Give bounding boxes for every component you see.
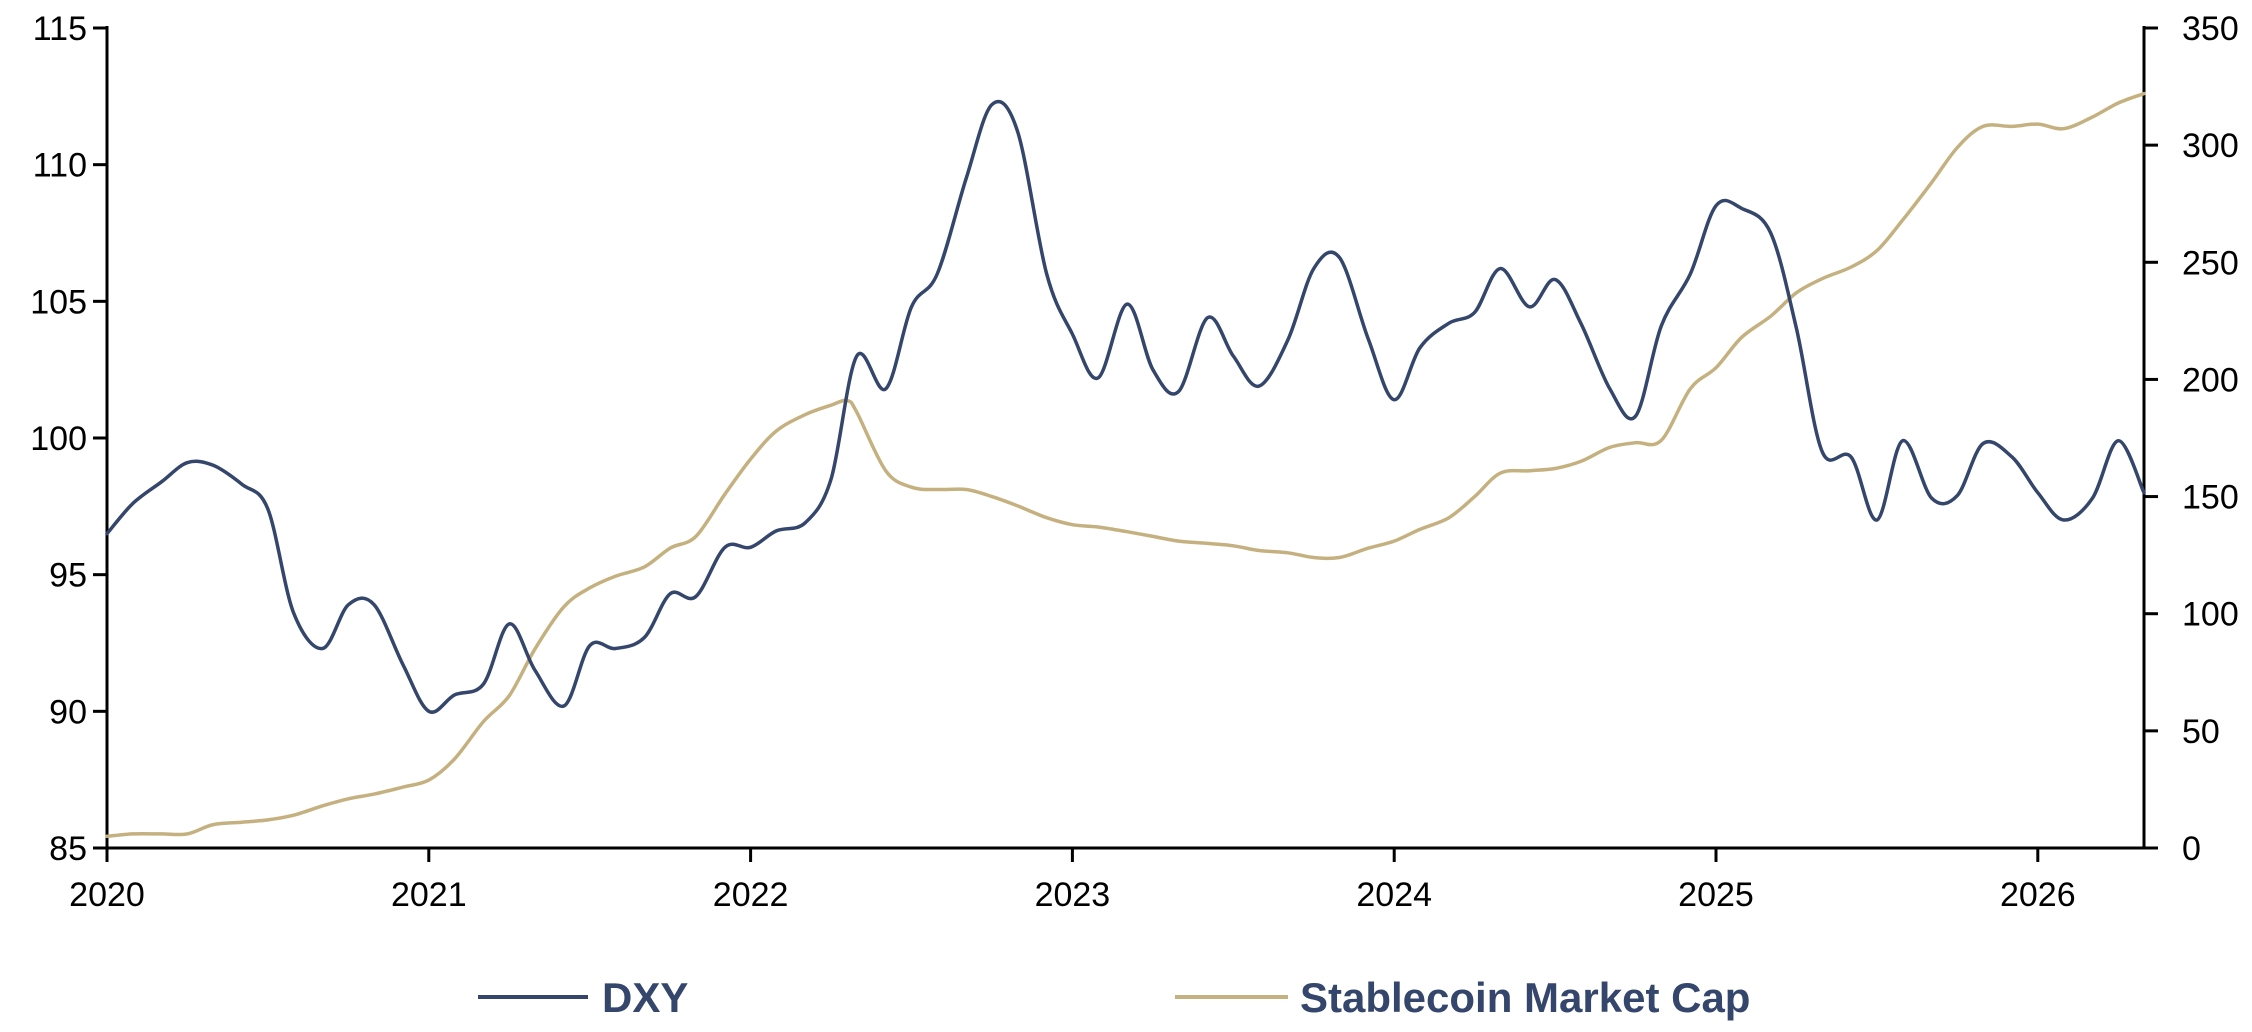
x-tick-label: 2026: [2000, 876, 2076, 914]
x-tick-label: 2020: [69, 876, 145, 914]
left-y-tick-label: 85: [49, 830, 87, 868]
legend-item: DXY: [478, 974, 688, 1021]
left-y-tick-label: 95: [49, 557, 87, 595]
legend-label: DXY: [602, 974, 688, 1021]
right-y-tick-label: 350: [2182, 10, 2239, 48]
left-y-tick-label: 110: [33, 147, 87, 185]
stablecoin-market-cap-series-line: [105, 91, 2146, 839]
x-tick-label: 2021: [391, 876, 467, 914]
left-y-tick-label: 115: [33, 10, 87, 48]
x-tick-label: 2023: [1035, 876, 1111, 914]
left-y-tick-label: 105: [30, 283, 87, 321]
legend: DXY Stablecoin Market Cap: [478, 974, 1750, 1021]
left-y-tick-label: 100: [30, 420, 87, 458]
right-y-tick-label: 200: [2182, 361, 2239, 399]
right-y-tick-label: 100: [2182, 596, 2239, 634]
legend-label: Stablecoin Market Cap: [1300, 974, 1750, 1021]
right-y-tick-label: 250: [2182, 244, 2239, 282]
axes: 85 90 95 100 105 110 115 0 50 100 150 200 250 300 350 2…: [30, 10, 2238, 914]
right-y-tick-label: 150: [2182, 479, 2239, 517]
right-y-tick-label: 50: [2182, 713, 2220, 751]
x-tick-label: 2025: [1678, 876, 1754, 914]
x-tick-label: 2022: [713, 876, 789, 914]
legend-item: Stablecoin Market Cap: [1175, 974, 1750, 1021]
left-y-tick-label: 90: [49, 693, 87, 731]
x-tick-label: 2024: [1356, 876, 1432, 914]
right-y-tick-label: 300: [2182, 127, 2239, 165]
series-layer: [105, 91, 2146, 839]
dxy-series-line: [105, 99, 2146, 714]
right-y-tick-label: 0: [2182, 830, 2201, 868]
